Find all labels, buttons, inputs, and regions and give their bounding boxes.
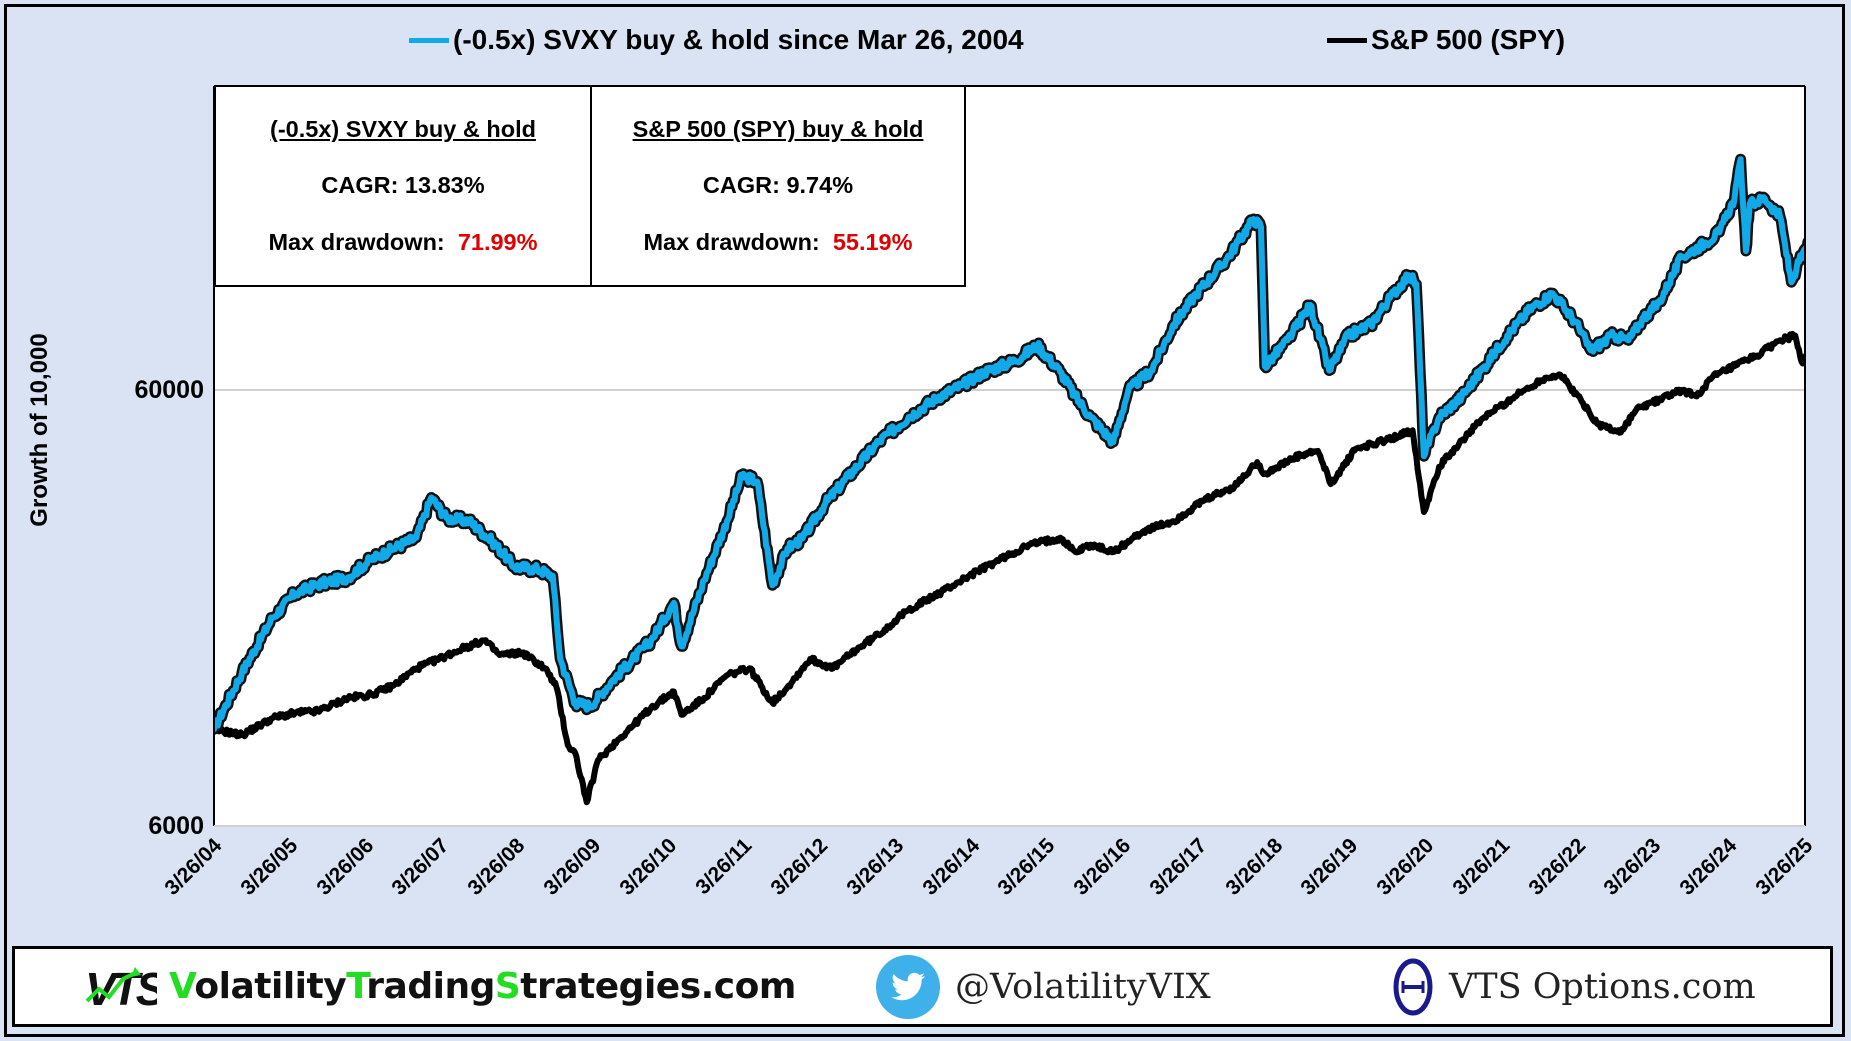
stats-cagr-spy: CAGR: 9.74%	[702, 172, 854, 199]
site-name-part: S	[494, 966, 521, 1007]
stats-drawdown-label-spy: Max drawdown:	[643, 229, 820, 256]
stats-cagr-svxy: CAGR: 13.83%	[321, 172, 485, 199]
site-name-part: V	[169, 966, 195, 1007]
vts-options-link[interactable]: VTS Options.com	[1391, 949, 1756, 1024]
svg-text:VTS: VTS	[85, 963, 157, 1013]
y-tick-label: 60000	[134, 376, 204, 404]
y-tick-label: 6000	[148, 812, 204, 840]
stats-cell-svxy: (-0.5x) SVXY buy & hold CAGR: 13.83% Max…	[216, 87, 590, 285]
twitter-handle: @VolatilityVIX	[955, 966, 1211, 1007]
twitter-bird-icon	[876, 954, 940, 1019]
twitter-link[interactable]: @VolatilityVIX	[875, 949, 1211, 1024]
legend-item-svxy: (-0.5x) SVXY buy & hold since Mar 26, 20…	[409, 24, 1024, 56]
vts-options-site: VTS Options.com	[1449, 966, 1756, 1007]
stats-table: (-0.5x) SVXY buy & hold CAGR: 13.83% Max…	[214, 85, 966, 287]
legend-item-spy: S&P 500 (SPY)	[1327, 24, 1565, 56]
legend-label-svxy: (-0.5x) SVXY buy & hold since Mar 26, 20…	[453, 24, 1024, 55]
legend-swatch-spy	[1327, 37, 1367, 43]
stats-drawdown-label-svxy: Max drawdown:	[268, 229, 445, 256]
stats-title-svxy: (-0.5x) SVXY buy & hold	[270, 115, 536, 142]
stats-title-spy: S&P 500 (SPY) buy & hold	[632, 115, 924, 142]
theta-logo-icon	[1393, 958, 1433, 1015]
legend-swatch-svxy	[409, 37, 449, 43]
stats-cell-spy: S&P 500 (SPY) buy & hold CAGR: 9.74% Max…	[590, 87, 964, 285]
y-axis-label: Growth of 10,000	[26, 333, 53, 527]
stats-drawdown-svxy: Max drawdown: 71.99%	[268, 229, 537, 256]
site-name-part: trategies.com	[520, 966, 796, 1007]
site-name-part: rading	[366, 966, 495, 1007]
legend-label-spy: S&P 500 (SPY)	[1371, 24, 1566, 55]
vts-logo-icon: VTS	[85, 963, 157, 1013]
site-name-part: olatility	[194, 966, 347, 1007]
vts-site-name: VolatilityTradingStrategies.com	[169, 966, 796, 1007]
vts-brand[interactable]: VTS VolatilityTradingStrategies.com	[83, 949, 796, 1024]
site-name-part: T	[346, 966, 367, 1007]
stats-drawdown-spy: Max drawdown: 55.19%	[643, 229, 912, 256]
chart-legend: (-0.5x) SVXY buy & hold since Mar 26, 20…	[0, 24, 1851, 68]
footer-banner: VTS VolatilityTradingStrategies.com @Vol…	[12, 946, 1833, 1027]
stats-drawdown-value-spy: 55.19%	[832, 229, 913, 256]
stats-drawdown-value-svxy: 71.99%	[457, 229, 538, 256]
